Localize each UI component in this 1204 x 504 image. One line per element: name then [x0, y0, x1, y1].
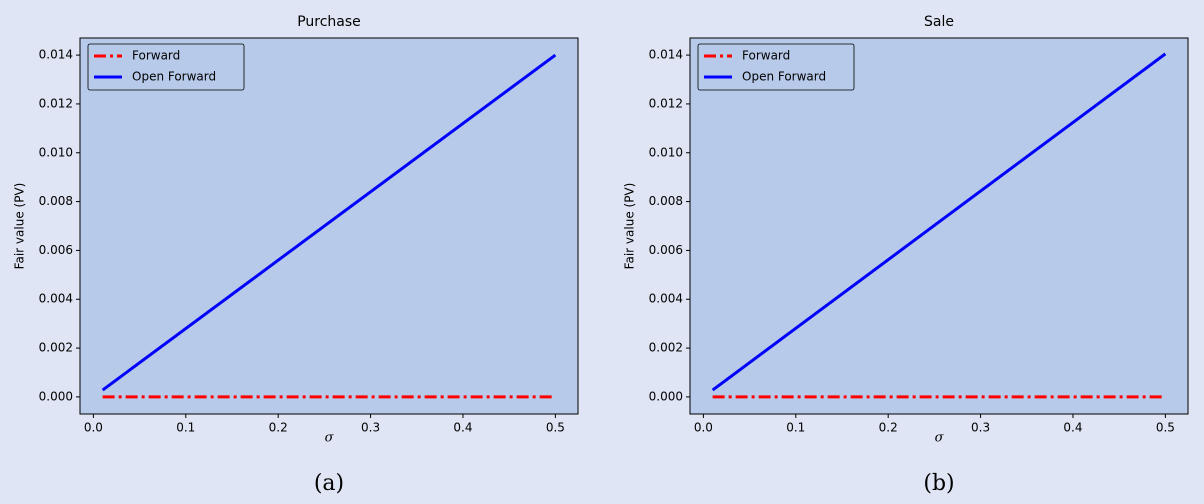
- x-tick-label: 0.1: [786, 421, 805, 435]
- x-tick-label: 0.0: [84, 421, 103, 435]
- x-tick-label: 0.4: [1063, 421, 1082, 435]
- plot-area: [689, 37, 1189, 415]
- y-tick-label: 0.006: [649, 243, 683, 257]
- y-tick-label: 0.010: [649, 145, 683, 159]
- legend-label: Open Forward: [742, 70, 826, 84]
- x-tick-label: 0.3: [971, 421, 990, 435]
- legend-box: [87, 43, 245, 91]
- x-tick-label: 0.4: [453, 421, 472, 435]
- x-axis-label: σ: [935, 431, 945, 446]
- y-tick-label: 0.012: [39, 96, 73, 110]
- legend-label: Forward: [742, 49, 790, 63]
- y-tick-label: 0.014: [649, 48, 683, 62]
- x-axis-label: σ: [325, 431, 335, 446]
- x-tick-label: 0.0: [694, 421, 713, 435]
- y-tick-label: 0.002: [649, 341, 683, 355]
- x-tick-label: 0.5: [546, 421, 565, 435]
- legend-label: Forward: [132, 49, 180, 63]
- x-tick-label: 0.2: [269, 421, 288, 435]
- caption: (b): [923, 471, 954, 496]
- series-line: [711, 52, 1167, 392]
- legend-label: Open Forward: [132, 70, 216, 84]
- y-tick-label: 0.008: [39, 194, 73, 208]
- y-axis-label: Fair value (PV): [13, 183, 27, 270]
- x-tick-label: 0.1: [176, 421, 195, 435]
- y-axis-label: Fair value (PV): [623, 183, 637, 270]
- legend-box: [697, 43, 855, 91]
- y-tick-label: 0.006: [39, 243, 73, 257]
- y-tick-label: 0.014: [39, 48, 73, 62]
- chart-title: Purchase: [297, 14, 361, 30]
- y-tick-label: 0.012: [649, 96, 683, 110]
- y-tick-label: 0.000: [649, 389, 683, 403]
- caption: (a): [314, 471, 344, 496]
- series-line: [101, 53, 557, 392]
- x-tick-label: 0.3: [361, 421, 380, 435]
- y-tick-label: 0.002: [39, 341, 73, 355]
- x-tick-label: 0.5: [1156, 421, 1175, 435]
- y-tick-label: 0.000: [39, 389, 73, 403]
- y-tick-label: 0.008: [649, 194, 683, 208]
- x-tick-label: 0.2: [879, 421, 898, 435]
- y-tick-label: 0.004: [649, 292, 683, 306]
- y-tick-label: 0.010: [39, 145, 73, 159]
- y-tick-label: 0.004: [39, 292, 73, 306]
- chart-title: Sale: [924, 14, 954, 30]
